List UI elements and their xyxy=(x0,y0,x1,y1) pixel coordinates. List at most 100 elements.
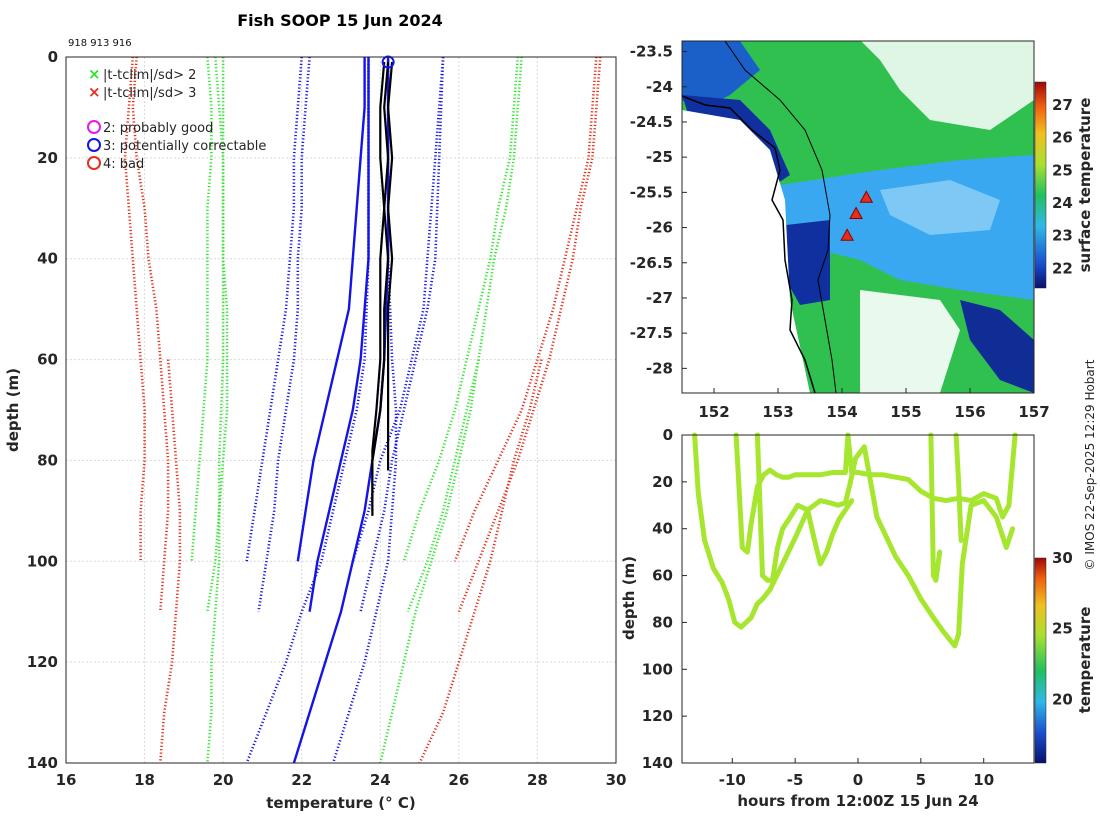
sst-colorbar-tick-label: 27 xyxy=(1052,96,1073,114)
map-cloud-mask xyxy=(860,290,960,393)
temp-colorbar-tick-label: 25 xyxy=(1052,620,1073,638)
profile-xtick-label: 16 xyxy=(56,771,77,789)
map-ticks: 152 153 154 155 156 157 -23.5 -24 -24.5 -25 -25.5 -… xyxy=(630,43,1050,421)
sst-colorbar xyxy=(1034,81,1047,289)
id-text: 918 913 916 xyxy=(68,38,132,49)
profile-lines xyxy=(123,55,602,764)
legend-green-x-icon: × xyxy=(88,65,101,83)
credit-text: © IMOS 22-Sep-2025 12:29 Hobart xyxy=(1083,359,1097,570)
track-ytick-label: 60 xyxy=(652,567,673,585)
legend-red-x-icon: × xyxy=(88,83,101,101)
map-cool-patch xyxy=(880,180,1000,235)
track-lines xyxy=(692,432,1018,649)
sst-colorbar-tick-label: 24 xyxy=(1052,194,1073,212)
profile-line-sd2_high_1 xyxy=(402,56,520,562)
map-xtick-label: 152 xyxy=(698,403,729,421)
profile-line-sd2_high_3 xyxy=(379,359,480,764)
profile-line-sd3_low_2 xyxy=(131,56,170,612)
track-ytick-label: 0 xyxy=(663,426,673,444)
track-xlabel: hours from 12:00Z 15 Jun 24 xyxy=(737,792,978,810)
profile-ytick-label: 100 xyxy=(27,552,58,570)
legend-label: 2: probably good xyxy=(103,121,213,136)
profile-line-sd3_low_3 xyxy=(159,359,182,764)
legend-label: 4: bad xyxy=(103,157,144,172)
track-ylabel: depth (m) xyxy=(620,556,638,640)
profile-ytick-label: 140 xyxy=(27,754,58,772)
map-ytick-label: -26.5 xyxy=(630,254,673,272)
sst-colorbar-label: surface temperature xyxy=(1076,98,1094,273)
map-xtick-label: 155 xyxy=(890,403,921,421)
profile-legend: × |t-tclim|/sd> 2 × |t-tclim|/sd> 3 2: p… xyxy=(87,65,266,172)
profile-ytick-label: 40 xyxy=(37,250,58,268)
track-xtick-label: 5 xyxy=(916,771,926,789)
map-ytick-label: -24 xyxy=(646,78,673,96)
map-ytick-label: -28 xyxy=(646,359,673,377)
map-axes-box xyxy=(681,40,1035,394)
profile-grid xyxy=(66,57,616,763)
profile-ytick-label: 80 xyxy=(37,451,58,469)
track-ytick-label: 140 xyxy=(642,754,673,772)
station-triangle-icon xyxy=(840,228,854,241)
profile-line-sd3_high_1 xyxy=(453,56,598,562)
depth-track-track_2 xyxy=(733,432,1018,555)
profile-xtick-label: 26 xyxy=(448,771,469,789)
station-triangle-icon xyxy=(859,190,874,203)
map-xtick-label: 156 xyxy=(954,403,985,421)
profile-line-clim_sd2_high_3 xyxy=(331,57,398,764)
temp-colorbar-ticks: 20 25 30 xyxy=(1052,549,1073,708)
map-ytick-label: -26 xyxy=(646,219,673,237)
sst-colorbar-tick-label: 22 xyxy=(1052,259,1073,277)
map-ytick-label: -27 xyxy=(646,289,673,307)
map-ytick-label: -23.5 xyxy=(630,43,673,61)
plot-title: Fish SOOP 15 Jun 2024 xyxy=(237,11,443,30)
profile-line-profile_2 xyxy=(387,61,394,471)
profile-line-sd2_high_2 xyxy=(406,56,523,613)
temp-colorbar-tick-label: 30 xyxy=(1052,549,1073,567)
profile-ytick-label: 120 xyxy=(27,653,58,671)
depth-track-track_4 xyxy=(928,432,943,583)
map-cold-patch xyxy=(682,41,760,110)
legend-magenta-circle-icon xyxy=(87,120,101,134)
profile-xtick-label: 20 xyxy=(213,771,234,789)
temp-colorbar xyxy=(1034,557,1047,764)
station-triangle-icon xyxy=(849,206,863,219)
profile-line-profile_3 xyxy=(371,61,386,511)
depth-track-track_1 xyxy=(692,432,1016,649)
temp-colorbar-label: temperature xyxy=(1076,607,1094,714)
legend-blue-circle-icon xyxy=(87,138,101,152)
profile-xlabel: temperature (° C) xyxy=(266,794,416,812)
map-shelf-contour xyxy=(724,41,837,393)
map-ytick-label: -25 xyxy=(646,148,673,166)
profile-xtick-label: 30 xyxy=(606,771,627,789)
profile-ytick-label: 60 xyxy=(37,351,58,369)
profile-line-clim_mean_3 xyxy=(292,57,390,764)
profile-xtick-label: 28 xyxy=(527,771,548,789)
depth-track-track_5 xyxy=(953,432,964,543)
sst-colorbar-tick-label: 25 xyxy=(1052,161,1073,179)
map-stations xyxy=(840,190,874,241)
depth-track-track_3 xyxy=(754,432,855,583)
profile-ytick-label: 20 xyxy=(37,149,58,167)
profile-line-clim_mean_1 xyxy=(296,57,366,562)
map-cold-patch xyxy=(960,300,1034,393)
profile-xtick-label: 18 xyxy=(134,771,155,789)
legend-label: |t-tclim|/sd> 2 xyxy=(103,68,196,83)
profile-ticks: 16 18 20 22 24 26 28 30 0 20 40 60 80 100 120 140 xyxy=(27,48,627,789)
profile-line-sd3_high_3 xyxy=(418,359,543,764)
map-cloud-mask xyxy=(861,41,1034,130)
profile-line-clim_sd2_low_3 xyxy=(245,57,370,764)
profile-line-sd3_high_2 xyxy=(457,56,602,613)
sst-colorbar-tick-label: 26 xyxy=(1052,129,1073,147)
profile-line-clim_sd2_low_2 xyxy=(257,56,311,612)
profile-line-clim_sd2_high_2 xyxy=(359,56,445,612)
profile-ylabel: depth (m) xyxy=(4,368,22,452)
map-land xyxy=(682,110,810,393)
track-xtick-label: -10 xyxy=(719,771,746,789)
track-ytick-label: 100 xyxy=(642,660,673,678)
map-ytick-label: -27.5 xyxy=(630,324,673,342)
track-xtick-label: 0 xyxy=(853,771,863,789)
profile-axes-box xyxy=(65,56,617,764)
profile-ytick-label: 0 xyxy=(48,48,58,66)
